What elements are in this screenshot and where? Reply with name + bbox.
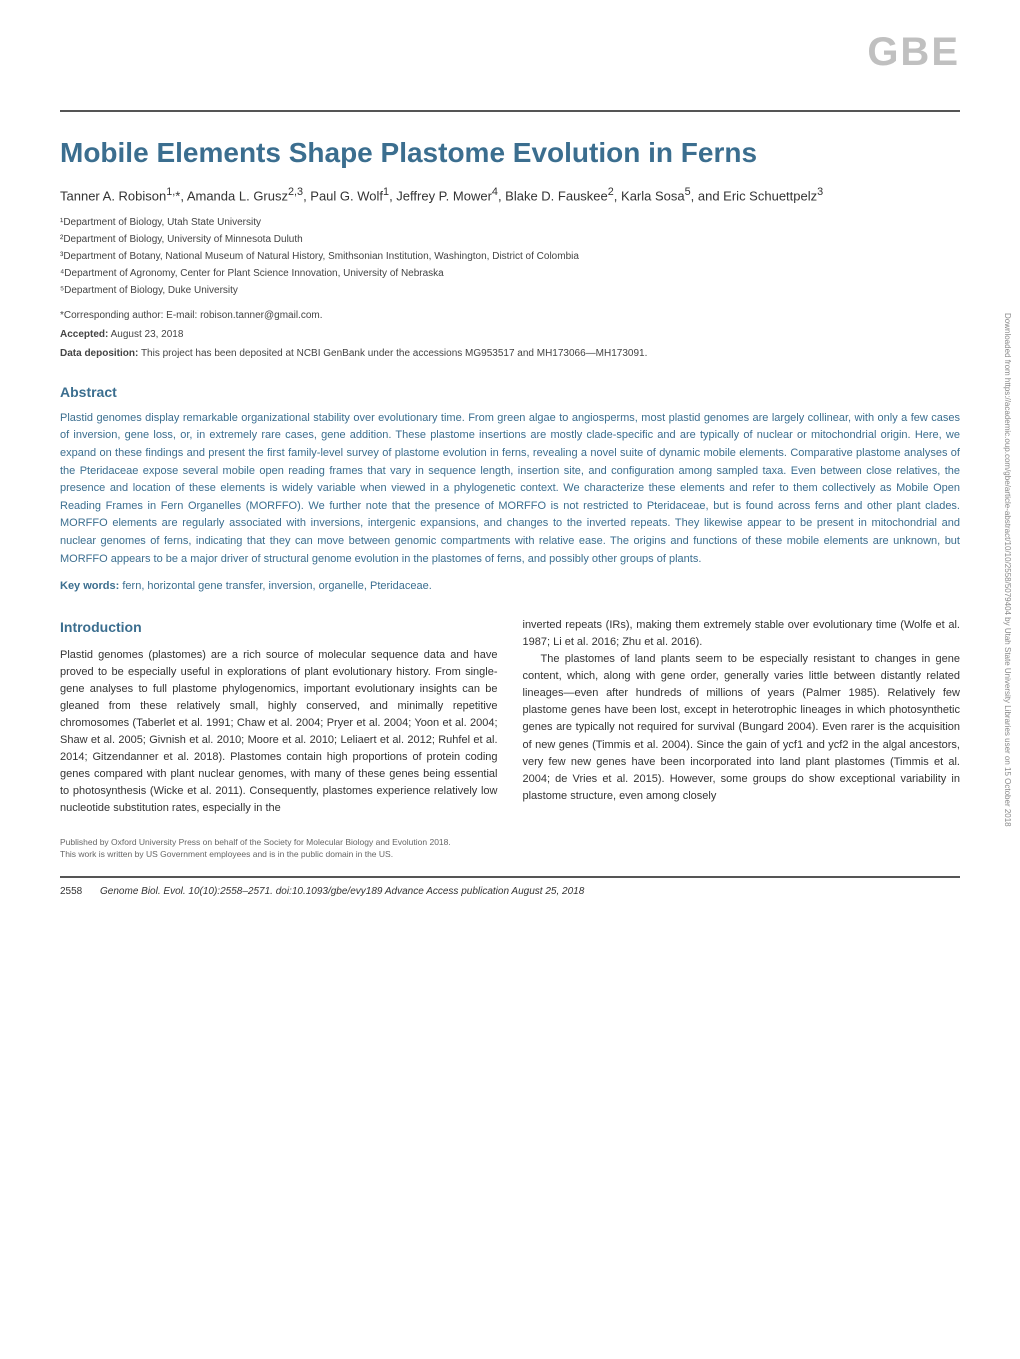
bottom-divider (60, 876, 960, 878)
keywords-line: Key words: fern, horizontal gene transfe… (60, 580, 960, 592)
page-footer: 2558 Genome Biol. Evol. 10(10):2558–2571… (60, 886, 960, 897)
footer-note-line2: This work is written by US Government em… (60, 849, 960, 861)
page-number: 2558 (60, 886, 82, 897)
keywords-text: fern, horizontal gene transfer, inversio… (122, 580, 431, 592)
footer-note-line1: Published by Oxford University Press on … (60, 837, 960, 849)
affiliation: ³Department of Botany, National Museum o… (60, 250, 960, 264)
footer-note: Published by Oxford University Press on … (60, 837, 960, 861)
intro-text-right-p1: inverted repeats (IRs), making them extr… (523, 617, 961, 651)
abstract-heading: Abstract (60, 384, 960, 400)
authors-list: Tanner A. Robison1,*, Amanda L. Grusz2,3… (60, 184, 960, 206)
affiliation: ⁴Department of Agronomy, Center for Plan… (60, 267, 960, 281)
affiliation: ⁵Department of Biology, Duke University (60, 284, 960, 298)
accepted-label: Accepted: (60, 329, 108, 340)
download-sidebar-text: Downloaded from https://academic.oup.com… (1003, 120, 1012, 1020)
journal-logo: GBE (867, 30, 960, 75)
intro-text-right-p2: The plastomes of land plants seem to be … (523, 651, 961, 804)
data-dep-text: This project has been deposited at NCBI … (141, 348, 647, 359)
article-title: Mobile Elements Shape Plastome Evolution… (60, 137, 960, 169)
affiliation: ²Department of Biology, University of Mi… (60, 233, 960, 247)
accepted-line: Accepted: August 23, 2018 (60, 329, 960, 340)
intro-col-right: inverted repeats (IRs), making them extr… (523, 617, 961, 817)
affiliation: ¹Department of Biology, Utah State Unive… (60, 216, 960, 230)
footer-citation: Genome Biol. Evol. 10(10):2558–2571. doi… (100, 886, 584, 897)
intro-col-left: Introduction Plastid genomes (plastomes)… (60, 617, 498, 817)
corresponding-author: *Corresponding author: E-mail: robison.t… (60, 310, 960, 321)
abstract-text: Plastid genomes display remarkable organ… (60, 410, 960, 568)
intro-text-left: Plastid genomes (plastomes) are a rich s… (60, 647, 498, 817)
introduction-columns: Introduction Plastid genomes (plastomes)… (60, 617, 960, 817)
accepted-date: August 23, 2018 (111, 329, 184, 340)
top-divider (60, 110, 960, 112)
data-dep-label: Data deposition: (60, 348, 138, 359)
introduction-heading: Introduction (60, 617, 498, 639)
affiliations-block: ¹Department of Biology, Utah State Unive… (60, 216, 960, 298)
data-deposition: Data deposition: This project has been d… (60, 348, 960, 359)
keywords-label: Key words: (60, 580, 119, 592)
